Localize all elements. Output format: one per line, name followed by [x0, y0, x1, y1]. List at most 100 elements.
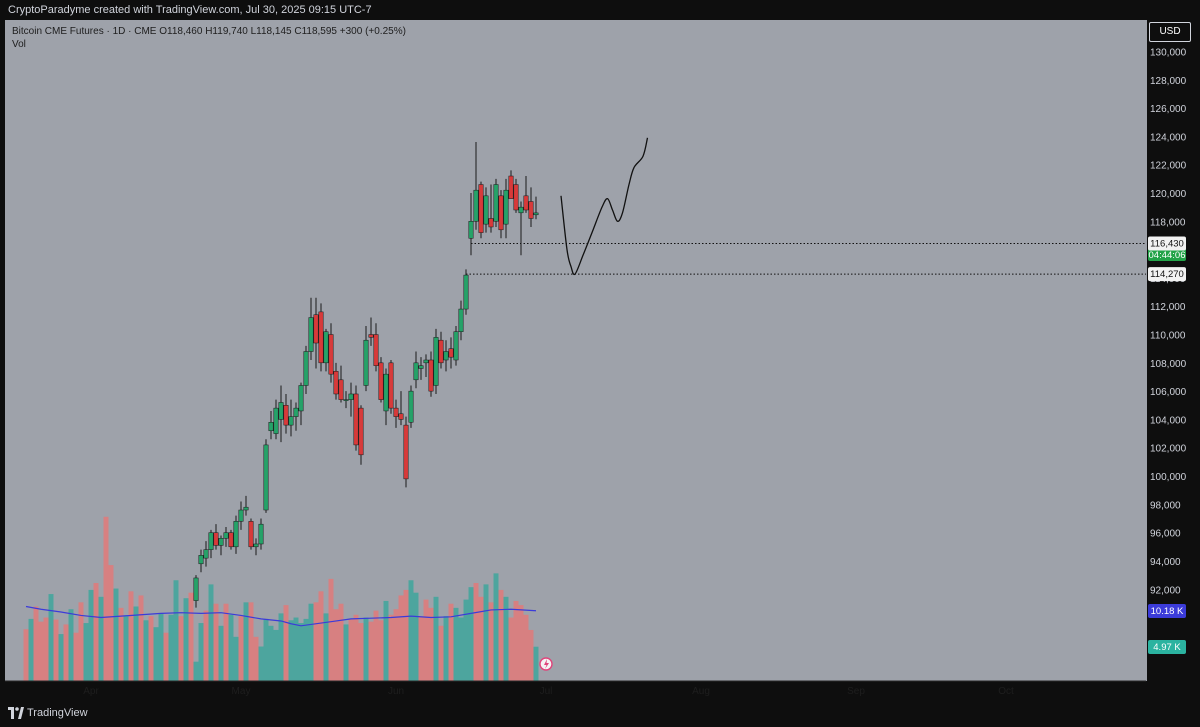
- candle-body: [428, 359, 434, 392]
- candle-down: [313, 297, 319, 369]
- candle-down: [368, 317, 374, 346]
- volume-bar: [348, 618, 354, 681]
- volume-bar: [363, 617, 369, 681]
- volume-bar: [143, 620, 149, 681]
- candle-body: [303, 351, 309, 386]
- volume-bar: [43, 617, 49, 681]
- y-tick-label: 120,000: [1150, 189, 1187, 200]
- x-tick-label: Apr: [83, 686, 99, 697]
- volume-bar: [438, 625, 444, 681]
- candle-body: [193, 577, 199, 601]
- volume-bar: [188, 592, 194, 681]
- volume-bar: [88, 589, 94, 681]
- volume-bar: [103, 516, 109, 681]
- candle-body: [523, 195, 529, 211]
- candle-body: [503, 189, 509, 225]
- candle-down: [478, 181, 484, 239]
- volume-bar: [533, 646, 539, 681]
- candle-up: [443, 340, 449, 372]
- candle-down: [353, 385, 359, 451]
- candle-up: [253, 538, 259, 556]
- candle-body: [263, 444, 269, 511]
- volume-bar: [423, 599, 429, 681]
- volume-bar: [163, 632, 169, 681]
- volume-bar: [463, 599, 469, 681]
- volume-bar: [153, 627, 159, 681]
- volume-bar: [283, 605, 289, 681]
- candle-body: [213, 532, 219, 546]
- candle-up: [473, 142, 479, 230]
- volume-bar: [208, 584, 214, 681]
- volume-bar: [298, 623, 304, 681]
- candle-down: [403, 416, 409, 488]
- candle-body: [208, 532, 214, 550]
- volume-bar: [128, 591, 134, 681]
- x-tick-label: May: [232, 686, 251, 697]
- volume-bar: [503, 596, 509, 681]
- vol-last-tag-text: 4.97 K: [1153, 642, 1181, 653]
- last-price-tag-text: 04:44:06: [1149, 250, 1186, 261]
- volume-bar: [28, 618, 34, 681]
- volume-bar: [428, 607, 434, 681]
- chart-pane[interactable]: [5, 20, 1147, 681]
- candle-up: [263, 439, 269, 513]
- candle-body: [328, 334, 334, 375]
- volume-bar: [393, 609, 399, 681]
- volume-bar: [113, 588, 119, 681]
- candle-up: [453, 326, 459, 366]
- candle-down: [228, 529, 234, 550]
- volume-bar: [83, 623, 89, 681]
- volume-bar: [168, 614, 174, 681]
- candle-body: [198, 555, 204, 565]
- candle-up: [268, 410, 274, 440]
- candle-body: [498, 195, 504, 231]
- candle-body: [248, 521, 254, 548]
- level-low-tag-text: 114,270: [1150, 269, 1184, 280]
- candle-body: [423, 359, 429, 364]
- price-axis[interactable]: [1147, 20, 1200, 681]
- volume-bar: [78, 602, 84, 681]
- candle-body: [393, 407, 399, 417]
- volume-bar: [273, 629, 279, 681]
- volume-bar: [513, 600, 519, 681]
- lightning-icon-bolt: [544, 659, 549, 669]
- y-tick-label: 98,000: [1150, 500, 1181, 511]
- chart-svg[interactable]: 92,000 94,000 96,000 98,000 100,000 102,000 10…: [0, 0, 1200, 700]
- candle-down: [388, 360, 394, 414]
- volume-bar: [478, 596, 484, 681]
- candle-up: [233, 515, 239, 554]
- candle-up: [518, 201, 524, 256]
- candle-up: [418, 357, 424, 380]
- volume-bar: [183, 598, 189, 681]
- candle-body: [408, 390, 414, 423]
- volume-bar: [418, 616, 424, 681]
- candle-body: [218, 538, 224, 546]
- candle-body: [343, 399, 349, 401]
- candle-body: [243, 506, 249, 511]
- currency-button[interactable]: USD: [1149, 22, 1191, 42]
- candle-body: [203, 549, 209, 559]
- volume-bar: [133, 606, 139, 681]
- candle-body: [258, 523, 264, 545]
- volume-bar: [198, 623, 204, 681]
- volume-bar: [318, 591, 324, 681]
- candle-body: [528, 201, 534, 219]
- volume-bar: [398, 595, 404, 681]
- candle-down: [333, 362, 339, 400]
- candle-body: [228, 532, 234, 548]
- candle-down: [213, 524, 219, 550]
- candle-body: [493, 184, 499, 222]
- volume-bar: [288, 620, 294, 681]
- volume-bar: [498, 589, 504, 681]
- y-tick-label: 110,000: [1150, 331, 1186, 342]
- candle-body: [283, 405, 289, 426]
- candle-down: [498, 190, 504, 239]
- candle-up: [408, 385, 414, 428]
- volume-ma-line: [25, 605, 537, 627]
- volume-bar: [353, 614, 359, 681]
- candle-down: [448, 337, 454, 369]
- volume-bar: [433, 596, 439, 681]
- volume-bar: [453, 607, 459, 681]
- candle-up: [423, 354, 429, 377]
- y-tick-label: 96,000: [1150, 529, 1181, 540]
